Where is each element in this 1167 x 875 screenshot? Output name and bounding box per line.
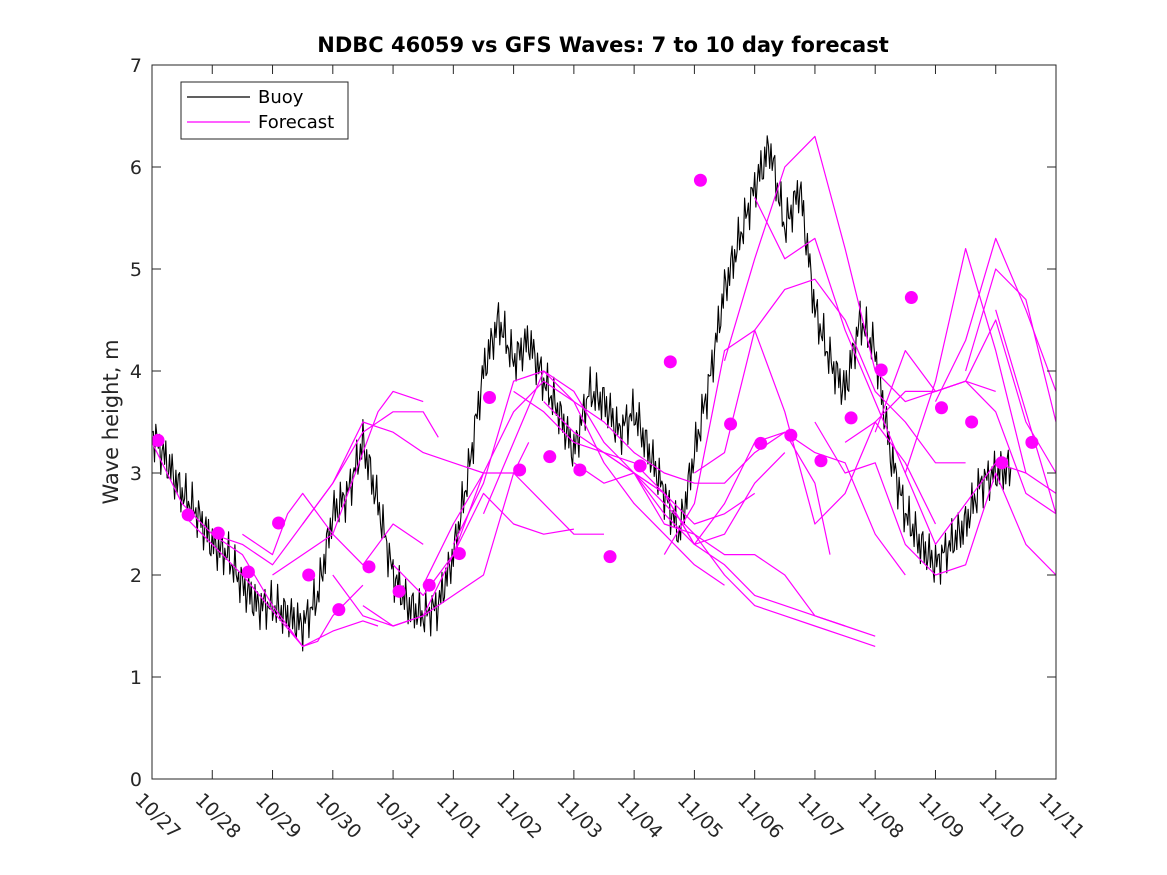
series-line-forecast-19 xyxy=(694,278,966,474)
marker-layer xyxy=(151,173,1039,617)
forecast-marker xyxy=(362,560,376,574)
forecast-marker xyxy=(241,565,255,579)
y-axis: 0 1 2 3 4 5 6 7 xyxy=(130,55,1056,791)
forecast-marker xyxy=(874,363,888,377)
series-line-forecast-24 xyxy=(874,319,1057,474)
forecast-marker xyxy=(754,436,768,450)
forecast-marker xyxy=(784,428,798,442)
forecast-marker xyxy=(513,463,527,477)
y-tick-label: 2 xyxy=(130,565,142,587)
forecast-marker xyxy=(965,415,979,429)
y-tick-label: 0 xyxy=(130,769,142,791)
forecast-marker xyxy=(543,450,557,464)
chart-title: NDBC 46059 vs GFS Waves: 7 to 10 day for… xyxy=(317,33,888,57)
forecast-marker xyxy=(995,456,1009,470)
forecast-marker xyxy=(693,173,707,187)
series-line-forecast-18 xyxy=(663,329,937,555)
forecast-marker xyxy=(934,401,948,415)
y-tick-label: 6 xyxy=(130,157,142,179)
forecast-marker xyxy=(663,355,677,369)
series-line-forecast-14 xyxy=(543,401,786,545)
forecast-marker xyxy=(482,391,496,405)
series-line-forecast-5 xyxy=(272,390,424,576)
y-axis-label: Wave height, m xyxy=(99,339,123,504)
legend-label-forecast: Forecast xyxy=(258,112,334,133)
series-line-forecast-26 xyxy=(934,237,1057,402)
series-line-forecast-25 xyxy=(904,248,1057,494)
forecast-marker xyxy=(633,459,647,473)
forecast-marker xyxy=(452,547,466,561)
forecast-marker xyxy=(302,568,316,582)
forecast-marker xyxy=(332,603,346,617)
series-layer xyxy=(151,135,1057,652)
series-line-forecast-28 xyxy=(995,309,1057,514)
forecast-marker xyxy=(392,584,406,598)
forecast-marker xyxy=(422,578,436,592)
series-line-forecast-15 xyxy=(573,462,846,627)
series-line-forecast-27 xyxy=(965,268,1057,423)
legend: Buoy Forecast xyxy=(180,81,349,140)
series-line-forecast-10 xyxy=(422,380,831,586)
series-line-forecast-7 xyxy=(332,442,530,627)
y-tick-label: 7 xyxy=(130,55,142,77)
forecast-marker xyxy=(272,516,286,530)
series-line-forecast-8 xyxy=(362,492,574,627)
legend-box xyxy=(180,81,349,140)
forecast-marker xyxy=(603,550,617,564)
forecast-marker xyxy=(814,454,828,468)
plot-frame xyxy=(151,64,1057,780)
forecast-marker xyxy=(904,291,918,305)
series-line-forecast-22 xyxy=(814,421,1057,576)
y-tick-label: 4 xyxy=(130,361,142,383)
forecast-marker xyxy=(1025,435,1039,449)
series-line-forecast-11 xyxy=(452,370,725,586)
forecast-marker xyxy=(151,433,165,447)
y-tick-label: 5 xyxy=(130,259,142,281)
series-line-forecast-17 xyxy=(633,431,906,576)
series-line-forecast-21 xyxy=(754,197,1027,545)
legend-label-buoy: Buoy xyxy=(258,87,304,108)
y-tick-label: 1 xyxy=(130,667,142,689)
forecast-marker xyxy=(573,463,587,477)
series-line-forecast-2 xyxy=(181,513,379,647)
forecast-marker xyxy=(844,411,858,425)
forecast-marker xyxy=(181,508,195,522)
series-line-forecast-6 xyxy=(302,421,484,525)
series-line-forecast-4 xyxy=(242,492,424,566)
y-tick-label: 3 xyxy=(130,463,142,485)
forecast-marker xyxy=(211,526,225,540)
series-line-buoy xyxy=(151,135,1012,652)
forecast-marker xyxy=(724,417,738,431)
